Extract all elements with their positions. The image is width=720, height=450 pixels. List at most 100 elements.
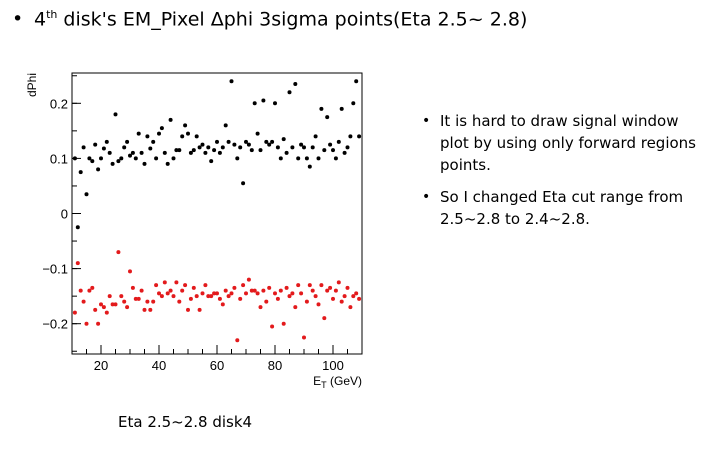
lower-sigma-point	[232, 285, 237, 290]
lower-sigma-point	[113, 302, 118, 307]
lower-sigma-point	[215, 291, 219, 296]
upper-sigma-point	[235, 156, 240, 161]
lower-sigma-point	[96, 321, 101, 326]
lower-sigma-point	[252, 288, 257, 293]
upper-sigma-point	[290, 145, 295, 150]
lower-sigma-point	[110, 302, 115, 307]
upper-sigma-point	[194, 134, 199, 139]
lower-sigma-point	[81, 299, 86, 304]
upper-sigma-point	[116, 159, 121, 164]
lower-sigma-point	[180, 288, 185, 293]
y-tick-label: −0.2	[42, 317, 68, 332]
x-tick-label: 40	[152, 358, 166, 373]
lower-sigma-point	[107, 294, 112, 299]
plot-frame	[71, 72, 363, 355]
y-tick-label: 0.1	[50, 151, 68, 166]
y-tick-label: −0.1	[42, 262, 68, 277]
upper-sigma-point	[223, 123, 228, 128]
lower-sigma-point	[267, 285, 272, 290]
title-text: disk's EM_Pixel Δphi 3sigma points(Eta 2…	[57, 8, 528, 31]
upper-sigma-point	[165, 161, 170, 166]
upper-sigma-point	[342, 150, 347, 155]
lower-sigma-point	[299, 291, 304, 296]
lower-sigma-point	[133, 296, 138, 301]
upper-sigma-point	[101, 146, 106, 151]
upper-sigma-point	[200, 142, 205, 147]
upper-sigma-point	[284, 150, 289, 155]
upper-sigma-point	[267, 142, 272, 147]
upper-sigma-point	[215, 139, 219, 144]
upper-sigma-point	[351, 101, 356, 106]
lower-sigma-point	[261, 288, 266, 293]
upper-sigma-point	[84, 192, 89, 197]
lower-sigma-point	[348, 305, 353, 310]
lower-sigma-point	[174, 280, 179, 285]
upper-sigma-point	[348, 134, 353, 139]
upper-sigma-point	[299, 142, 304, 147]
upper-sigma-point	[273, 101, 277, 106]
upper-sigma-point	[145, 134, 150, 139]
lower-sigma-point	[229, 291, 234, 296]
lower-sigma-point	[99, 302, 103, 307]
upper-sigma-point	[93, 142, 98, 147]
upper-sigma-point	[78, 170, 83, 175]
lower-sigma-point	[206, 294, 211, 299]
upper-sigma-point	[159, 126, 164, 131]
lower-sigma-point	[296, 283, 301, 288]
upper-sigma-point	[180, 134, 185, 139]
lower-sigma-point	[345, 285, 350, 290]
upper-sigma-point	[217, 150, 222, 155]
upper-sigma-point	[168, 117, 173, 122]
lower-sigma-point	[90, 285, 95, 290]
lower-sigma-point	[122, 299, 127, 304]
upper-sigma-point	[157, 131, 161, 136]
upper-sigma-point	[188, 150, 193, 155]
y-tick-label: 0.2	[50, 96, 68, 111]
upper-sigma-point	[206, 145, 211, 150]
upper-sigma-point	[296, 156, 301, 161]
title-prefix: 4	[34, 8, 47, 31]
upper-sigma-point	[99, 156, 103, 161]
upper-sigma-point	[209, 159, 214, 164]
x-tick-label: 80	[268, 358, 282, 373]
slide-title: • 4th disk's EM_Pixel Δphi 3sigma points(…	[12, 8, 527, 30]
upper-sigma-point	[232, 142, 237, 147]
upper-sigma-point	[72, 156, 77, 161]
upper-sigma-point	[319, 106, 324, 111]
upper-sigma-point	[128, 153, 132, 158]
upper-sigma-point	[130, 150, 135, 155]
note-text: It is hard to draw signal window plot by…	[440, 112, 696, 174]
lower-sigma-point	[354, 291, 359, 296]
x-tick-label: 60	[210, 358, 224, 373]
upper-sigma-point	[316, 156, 321, 161]
upper-sigma-point	[287, 90, 292, 95]
upper-sigma-point	[104, 139, 109, 144]
lower-sigma-point	[220, 302, 225, 307]
note-item: • It is hard to draw signal window plot …	[422, 110, 712, 176]
lower-sigma-point	[284, 285, 289, 290]
lower-sigma-point	[84, 321, 89, 326]
x-tick-label: 100	[322, 358, 344, 373]
upper-sigma-point	[154, 156, 159, 161]
upper-sigma-point	[133, 156, 138, 161]
lower-sigma-point	[342, 294, 347, 299]
lower-sigma-point	[130, 285, 135, 290]
upper-sigma-point	[339, 106, 344, 111]
bullet-icon: •	[422, 113, 431, 129]
upper-sigma-point	[336, 139, 341, 144]
upper-sigma-point	[345, 145, 350, 150]
upper-sigma-point	[197, 145, 202, 150]
bullet-icon: •	[12, 8, 24, 31]
lower-sigma-point	[258, 305, 263, 310]
lower-sigma-point	[351, 294, 356, 299]
lower-sigma-point	[264, 299, 269, 304]
lower-sigma-point	[307, 283, 312, 288]
lower-sigma-point	[197, 307, 202, 312]
title-superscript: th	[46, 8, 58, 21]
lower-sigma-point	[125, 305, 130, 310]
upper-sigma-point	[220, 145, 225, 150]
upper-sigma-point	[357, 134, 362, 139]
lower-sigma-point	[177, 299, 182, 304]
lower-sigma-point	[72, 310, 77, 315]
lower-sigma-point	[139, 288, 144, 293]
